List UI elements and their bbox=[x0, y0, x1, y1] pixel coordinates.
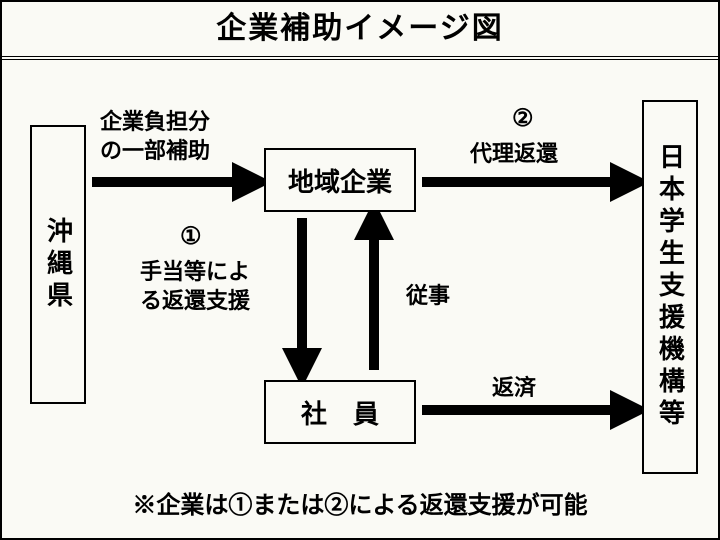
edge-label-3: 従事 bbox=[406, 282, 450, 311]
edge-label-4: 返済 bbox=[492, 374, 536, 403]
node-okinawa: 沖縄県 bbox=[30, 125, 86, 404]
diagram-canvas: ※企業は①または②による返還支援が可能 沖縄県 地域企業社 員 日本学生支援機構等 企… bbox=[2, 60, 718, 538]
edge-label-1: 代理返還 bbox=[470, 140, 558, 169]
edge-marker-1: ② bbox=[512, 104, 534, 135]
edge-label-2: 手当等による返還支援 bbox=[140, 258, 250, 315]
edge-marker-2: ① bbox=[180, 222, 202, 253]
node-company: 地域企業 bbox=[264, 148, 416, 212]
node-jasso: 日本学生支援機構等 bbox=[642, 100, 698, 474]
footnote: ※企業は①または②による返還支援が可能 bbox=[2, 485, 718, 520]
diagram-frame: 企業補助イメージ図 ※企業は①または②による返還支援が可能 沖縄県 地域企業社 員… bbox=[0, 0, 720, 540]
diagram-title: 企業補助イメージ図 bbox=[2, 2, 718, 60]
edge-label-0: 企業負担分の一部補助 bbox=[100, 108, 210, 165]
node-employee: 社 員 bbox=[264, 380, 416, 444]
